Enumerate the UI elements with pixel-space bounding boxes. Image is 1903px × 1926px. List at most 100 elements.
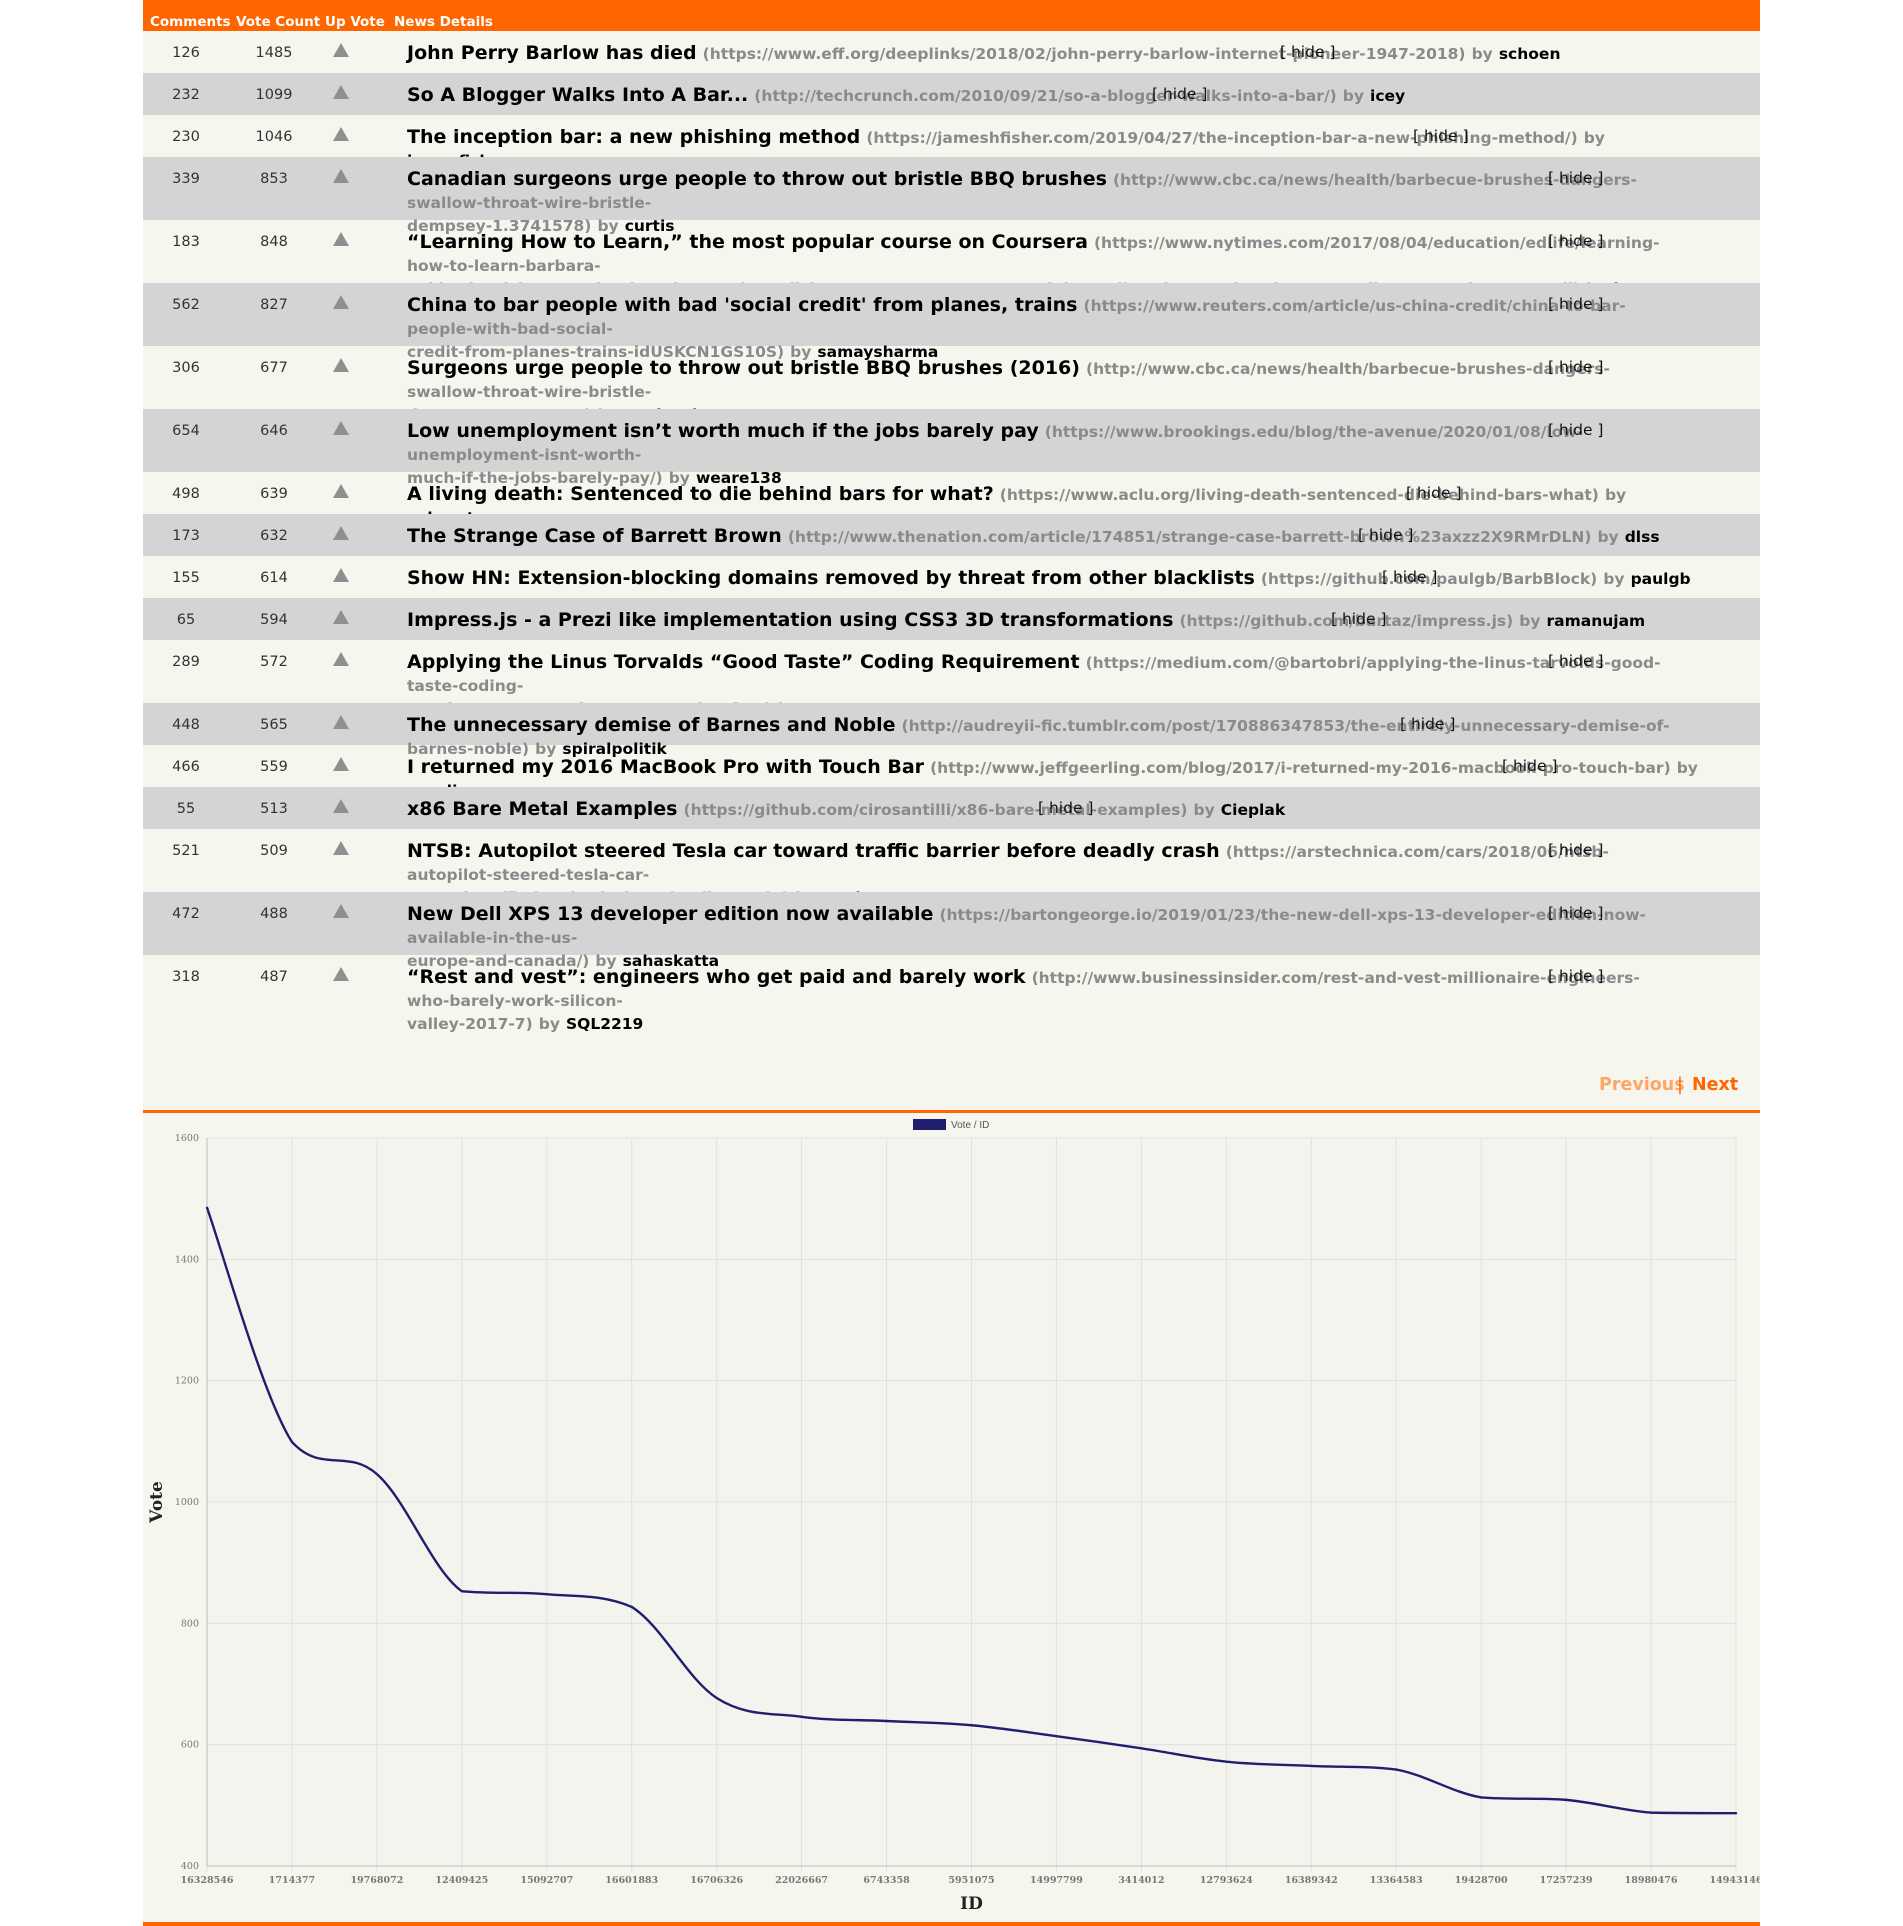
comment-count[interactable]: 55: [176, 801, 196, 817]
upvote-arrow-icon[interactable]: [333, 358, 349, 372]
upvote-arrow-icon[interactable]: [333, 568, 349, 582]
news-title-link[interactable]: The Strange Case of Barrett Brown: [407, 525, 782, 547]
upvote-arrow-icon[interactable]: [333, 715, 349, 729]
author-link[interactable]: samaysharma: [817, 343, 939, 361]
upvote-arrow-icon[interactable]: [333, 421, 349, 435]
author-link[interactable]: icey: [1370, 87, 1406, 105]
comment-count[interactable]: 521: [172, 843, 200, 859]
upvote-arrow-icon[interactable]: [333, 526, 349, 540]
hide-link[interactable]: [ hide ]: [1413, 127, 1469, 145]
upvote-arrow-icon[interactable]: [333, 43, 349, 57]
comment-count[interactable]: 126: [172, 45, 200, 61]
news-title-link[interactable]: Show HN: Extension-blocking domains remo…: [407, 567, 1255, 589]
hide-link[interactable]: [ hide ]: [1548, 967, 1604, 985]
comment-count[interactable]: 289: [172, 654, 200, 670]
author-link[interactable]: schoen: [1498, 45, 1561, 63]
hide-link[interactable]: [ hide ]: [1280, 43, 1336, 61]
upvote-arrow-icon[interactable]: [333, 232, 349, 246]
data-point: [1395, 1768, 1398, 1771]
hide-link[interactable]: [ hide ]: [1400, 715, 1456, 733]
comment-count[interactable]: 230: [172, 129, 200, 145]
vote-by-id-chart: 400 600 800 1000 1200 1400 1600 16328546 1714377…: [147, 1119, 1760, 1914]
author-link[interactable]: Cieplak: [1220, 801, 1286, 819]
y-tick-label: 1600: [175, 1133, 199, 1144]
news-title-link[interactable]: Applying the Linus Torvalds “Good Taste”…: [407, 651, 1080, 673]
hide-link[interactable]: [ hide ]: [1502, 757, 1558, 775]
hide-link[interactable]: [ hide ]: [1331, 610, 1387, 628]
news-title-link[interactable]: I returned my 2016 MacBook Pro with Touc…: [407, 756, 925, 778]
news-title-link[interactable]: John Perry Barlow has died: [407, 42, 697, 64]
comment-count[interactable]: 306: [172, 360, 200, 376]
up-vote-column-header[interactable]: Up Vote: [325, 14, 385, 30]
news-title-link[interactable]: China to bar people with bad 'social cre…: [407, 294, 1078, 316]
upvote-arrow-icon[interactable]: [333, 484, 349, 498]
news-title-link[interactable]: The inception bar: a new phishing method: [407, 126, 861, 148]
comment-count[interactable]: 448: [172, 717, 200, 733]
news-title-link[interactable]: Surgeons urge people to throw out bristl…: [407, 357, 1080, 379]
comment-count[interactable]: 173: [172, 528, 200, 544]
comment-count[interactable]: 339: [172, 171, 200, 187]
hide-link[interactable]: [ hide ]: [1548, 295, 1604, 313]
hide-link[interactable]: [ hide ]: [1548, 232, 1604, 250]
news-title-link[interactable]: Impress.js - a Prezi like implementation…: [407, 609, 1174, 631]
hide-link[interactable]: [ hide ]: [1358, 526, 1414, 544]
comment-count[interactable]: 65: [176, 612, 196, 628]
author-link[interactable]: SQL2219: [565, 1015, 644, 1033]
hide-link[interactable]: [ hide ]: [1548, 358, 1604, 376]
hide-link[interactable]: [ hide ]: [1548, 841, 1604, 859]
news-title-link[interactable]: The unnecessary demise of Barnes and Nob…: [407, 714, 896, 736]
upvote-arrow-icon[interactable]: [333, 841, 349, 855]
comment-count[interactable]: 498: [172, 486, 200, 502]
data-point: [800, 1715, 803, 1718]
news-title-link[interactable]: Canadian surgeons urge people to throw o…: [407, 168, 1107, 190]
comment-count[interactable]: 318: [172, 969, 200, 985]
next-link[interactable]: Next: [1692, 1075, 1739, 1095]
author-link[interactable]: dlss: [1624, 528, 1660, 546]
news-title-link[interactable]: “Rest and vest”: engineers who get paid …: [407, 966, 1026, 988]
upvote-arrow-icon[interactable]: [333, 295, 349, 309]
x-tick-label: 18980476: [1625, 1875, 1678, 1886]
upvote-arrow-icon[interactable]: [333, 757, 349, 771]
hide-link[interactable]: [ hide ]: [1038, 799, 1094, 817]
upvote-arrow-icon[interactable]: [333, 169, 349, 183]
news-details-column-header[interactable]: News Details: [394, 14, 493, 30]
hide-link[interactable]: [ hide ]: [1406, 484, 1462, 502]
by-label: by: [595, 952, 617, 970]
author-link[interactable]: spiralpolitik: [562, 740, 667, 758]
comment-count[interactable]: 155: [172, 570, 200, 586]
comment-count[interactable]: 654: [172, 423, 200, 439]
upvote-arrow-icon[interactable]: [333, 652, 349, 666]
upvote-arrow-icon[interactable]: [333, 127, 349, 141]
upvote-arrow-icon[interactable]: [333, 799, 349, 813]
author-link[interactable]: curtis: [624, 217, 675, 235]
hide-link[interactable]: [ hide ]: [1548, 904, 1604, 922]
author-link[interactable]: ramanujam: [1546, 612, 1646, 630]
hide-link[interactable]: [ hide ]: [1548, 421, 1604, 439]
comment-count[interactable]: 562: [172, 297, 200, 313]
author-link[interactable]: weare138: [695, 469, 782, 487]
upvote-arrow-icon[interactable]: [333, 610, 349, 624]
hide-link[interactable]: [ hide ]: [1152, 85, 1208, 103]
hide-link[interactable]: [ hide ]: [1548, 652, 1604, 670]
upvote-arrow-icon[interactable]: [333, 85, 349, 99]
news-title-link[interactable]: New Dell XPS 13 developer edition now av…: [407, 903, 934, 925]
previous-link[interactable]: Previous: [1599, 1075, 1685, 1095]
author-link[interactable]: paulgb: [1630, 570, 1691, 588]
upvote-arrow-icon[interactable]: [333, 904, 349, 918]
upvote-arrow-icon[interactable]: [333, 967, 349, 981]
comment-count[interactable]: 466: [172, 759, 200, 775]
hide-link[interactable]: [ hide ]: [1548, 169, 1604, 187]
comment-count[interactable]: 232: [172, 87, 200, 103]
vote-count-column-header[interactable]: Vote Count: [236, 14, 321, 30]
comment-count[interactable]: 183: [172, 234, 200, 250]
comments-column-header[interactable]: Comments: [150, 14, 231, 30]
news-title-link[interactable]: A living death: Sentenced to die behind …: [407, 483, 994, 505]
news-title-link[interactable]: NTSB: Autopilot steered Tesla car toward…: [407, 840, 1220, 862]
news-title-link[interactable]: x86 Bare Metal Examples: [407, 798, 678, 820]
news-title-link[interactable]: So A Blogger Walks Into A Bar...: [407, 84, 749, 106]
news-title-link[interactable]: “Learning How to Learn,” the most popula…: [407, 231, 1088, 253]
author-link[interactable]: sahaskatta: [622, 952, 720, 970]
hide-link[interactable]: [ hide ]: [1382, 568, 1438, 586]
news-title-link[interactable]: Low unemployment isn’t worth much if the…: [407, 420, 1039, 442]
comment-count[interactable]: 472: [172, 906, 200, 922]
